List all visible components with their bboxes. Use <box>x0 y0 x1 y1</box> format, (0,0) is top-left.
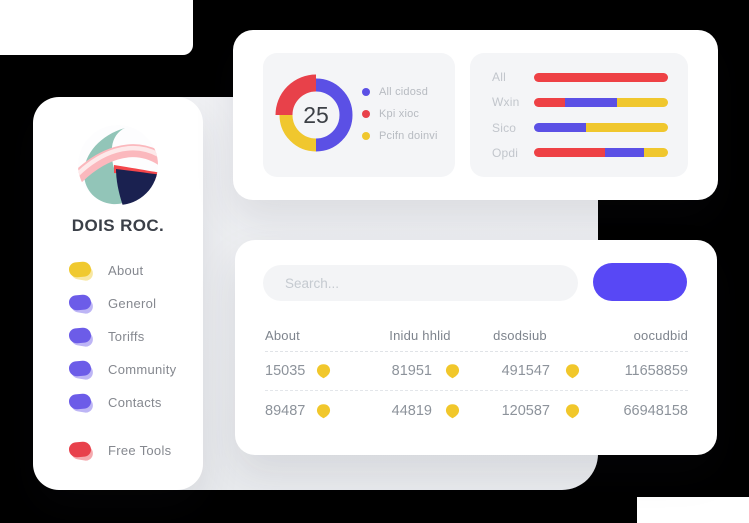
stats-card: 25 All cidosd Kpi xioc Pcifn doinvi All <box>233 30 718 200</box>
shield-badge-icon <box>445 403 460 418</box>
sidebar-item-label: Contacts <box>108 394 162 410</box>
shield-badge-icon <box>565 364 580 379</box>
sidebar-item-contacts[interactable]: Contacts <box>68 390 203 414</box>
column-header: Inidu hhlid <box>389 328 451 343</box>
blob-icon <box>68 326 95 348</box>
sidebar-item-about[interactable]: About <box>68 258 203 282</box>
donut-legend: All cidosd Kpi xioc Pcifn doinvi <box>362 85 438 143</box>
legend-dot-icon <box>362 132 370 140</box>
table-row[interactable]: 15035 81951 491547 11658859 <box>265 352 688 391</box>
stacked-bar <box>534 72 668 82</box>
sidebar-item-label: Community <box>108 361 177 377</box>
brand-logo-icon <box>78 125 158 205</box>
table-header-row: About Inidu hhlid dsodsiub oocudbid <box>265 326 688 352</box>
sidebar-item-label: Free Tools <box>108 442 172 458</box>
search-input[interactable] <box>263 265 578 301</box>
column-header: About <box>265 328 300 343</box>
sidebar-item-label: Generol <box>108 295 157 311</box>
primary-action-button[interactable] <box>593 263 687 301</box>
legend-dot-icon <box>362 110 370 118</box>
legend-item: Kpi xioc <box>362 107 438 121</box>
sidebar-item-toriffs[interactable]: Toriffs <box>68 324 203 348</box>
sidebar: DOIS ROC. About Generol <box>33 97 203 490</box>
sidebar-item-community[interactable]: Community <box>68 357 203 381</box>
brand-title: DOIS ROC. <box>71 216 165 235</box>
shield-badge-icon <box>317 364 331 379</box>
bar-row-all: All <box>492 70 668 84</box>
blob-icon <box>68 260 95 282</box>
blob-icon <box>68 392 95 414</box>
table-row[interactable]: 89487 44819 120587 66948158 <box>265 402 688 419</box>
shield-badge-icon <box>317 403 331 418</box>
background-plate-top-left <box>0 0 193 55</box>
sidebar-item-label: Toriffs <box>108 328 145 344</box>
background-plate-bottom-right <box>637 497 749 523</box>
stacked-bar <box>534 148 668 158</box>
data-table: About Inidu hhlid dsodsiub oocudbid 1503… <box>265 326 688 430</box>
sidebar-item-generol[interactable]: Generol <box>68 291 203 315</box>
sidebar-menu: About Generol Toriffs <box>33 258 203 462</box>
column-header: dsodsiub <box>493 328 547 343</box>
sidebar-item-label: About <box>108 262 144 278</box>
bar-row-wxin: Wxin <box>492 95 668 109</box>
table-card: About Inidu hhlid dsodsiub oocudbid 1503… <box>235 240 717 455</box>
sidebar-item-free-tools[interactable]: Free Tools <box>68 438 203 462</box>
legend-item: Pcifn doinvi <box>362 129 438 143</box>
donut-chart <box>275 74 353 152</box>
shield-badge-icon <box>565 403 580 418</box>
blob-icon <box>68 359 95 381</box>
bar-row-opdi: Opdi <box>492 146 668 160</box>
column-header: oocudbid <box>633 328 688 343</box>
donut-chart-panel: 25 All cidosd Kpi xioc Pcifn doinvi <box>263 53 455 177</box>
legend-item: All cidosd <box>362 85 438 99</box>
stacked-bar <box>534 97 668 107</box>
stacked-bar <box>534 123 668 133</box>
shield-badge-icon <box>445 364 460 379</box>
bar-row-sico: Sico <box>492 121 668 135</box>
stacked-bars-panel: All Wxin Sico Opdi <box>470 53 688 177</box>
blob-icon <box>68 293 95 315</box>
blob-icon <box>68 440 95 462</box>
donut-center-value: 25 <box>303 101 329 128</box>
legend-dot-icon <box>362 88 370 96</box>
